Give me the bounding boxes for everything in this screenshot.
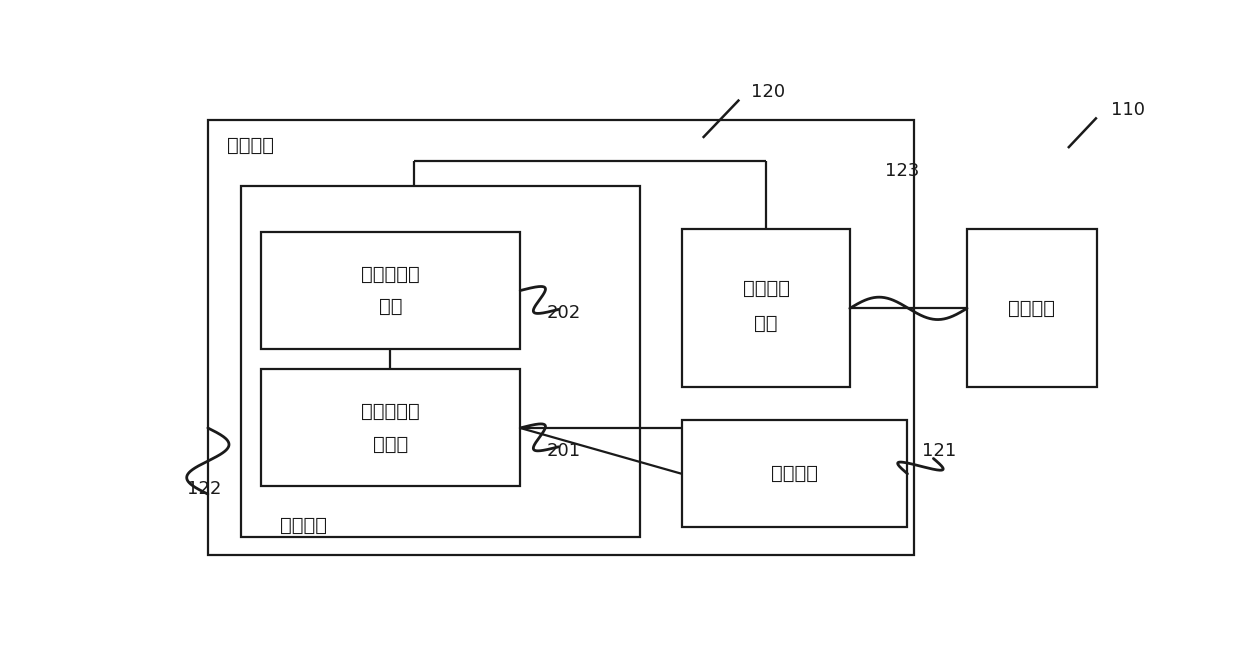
Text: 单元: 单元 (378, 297, 402, 317)
Text: 110: 110 (1111, 101, 1146, 119)
Bar (682, 420, 908, 527)
Text: 模块: 模块 (754, 314, 777, 333)
Text: 201: 201 (547, 442, 582, 460)
Bar (682, 229, 849, 387)
Text: 光源控制: 光源控制 (743, 278, 790, 297)
Text: 120: 120 (751, 83, 785, 101)
Text: 传感数据处: 传感数据处 (361, 402, 420, 421)
Text: 123: 123 (885, 162, 920, 180)
Text: 传感模块: 传感模块 (770, 464, 817, 483)
Text: 122: 122 (187, 480, 221, 498)
Text: 传感芯片: 传感芯片 (227, 136, 274, 155)
Bar (967, 229, 1096, 387)
Bar (260, 232, 521, 349)
Bar (260, 369, 521, 486)
Text: 环境光分析: 环境光分析 (361, 265, 420, 284)
Text: 处理模块: 处理模块 (280, 516, 327, 535)
Bar (208, 120, 914, 555)
Text: 光源模块: 光源模块 (1008, 299, 1055, 318)
Text: 202: 202 (547, 305, 582, 323)
Text: 121: 121 (921, 442, 956, 460)
Bar (242, 186, 640, 537)
Text: 理单元: 理单元 (373, 435, 408, 453)
